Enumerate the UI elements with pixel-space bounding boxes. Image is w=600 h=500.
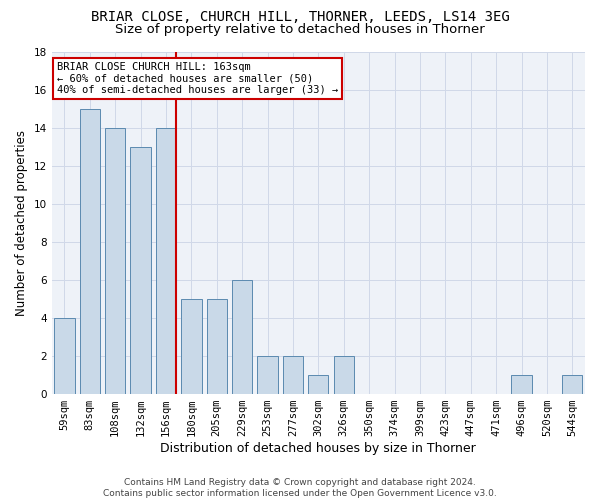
Bar xyxy=(257,356,278,394)
Bar xyxy=(80,108,100,394)
X-axis label: Distribution of detached houses by size in Thorner: Distribution of detached houses by size … xyxy=(160,442,476,455)
Bar xyxy=(334,356,354,394)
Bar xyxy=(308,375,328,394)
Text: BRIAR CLOSE, CHURCH HILL, THORNER, LEEDS, LS14 3EG: BRIAR CLOSE, CHURCH HILL, THORNER, LEEDS… xyxy=(91,10,509,24)
Bar xyxy=(511,375,532,394)
Bar xyxy=(181,299,202,394)
Y-axis label: Number of detached properties: Number of detached properties xyxy=(15,130,28,316)
Text: Contains HM Land Registry data © Crown copyright and database right 2024.
Contai: Contains HM Land Registry data © Crown c… xyxy=(103,478,497,498)
Bar xyxy=(54,318,74,394)
Bar xyxy=(562,375,583,394)
Bar xyxy=(206,299,227,394)
Bar xyxy=(156,128,176,394)
Bar xyxy=(283,356,303,394)
Text: BRIAR CLOSE CHURCH HILL: 163sqm
← 60% of detached houses are smaller (50)
40% of: BRIAR CLOSE CHURCH HILL: 163sqm ← 60% of… xyxy=(57,62,338,95)
Text: Size of property relative to detached houses in Thorner: Size of property relative to detached ho… xyxy=(115,22,485,36)
Bar xyxy=(232,280,253,394)
Bar xyxy=(130,146,151,394)
Bar xyxy=(105,128,125,394)
